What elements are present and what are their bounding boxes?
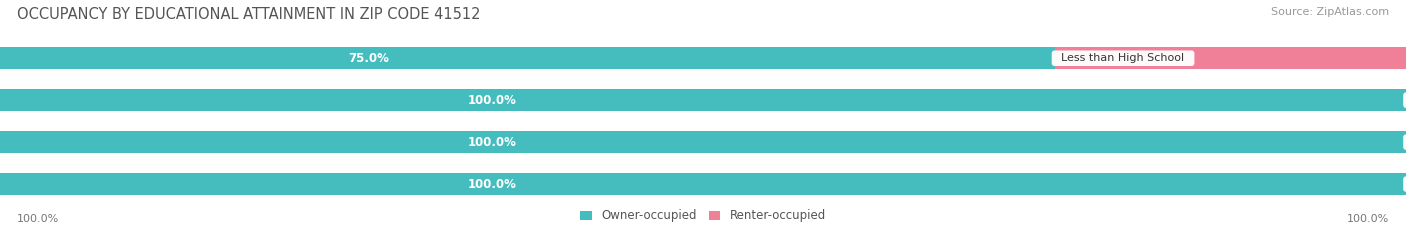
Bar [0, 131, 1406, 153]
Text: 100.0%: 100.0% [1347, 214, 1389, 224]
Text: Less than High School: Less than High School [1054, 53, 1192, 63]
Bar [0, 89, 1406, 111]
Text: 75.0%: 75.0% [349, 52, 389, 65]
Legend: Owner-occupied, Renter-occupied: Owner-occupied, Renter-occupied [575, 205, 831, 227]
Text: Source: ZipAtlas.com: Source: ZipAtlas.com [1271, 7, 1389, 17]
Bar [0, 47, 1406, 69]
Bar [0, 131, 1406, 153]
Bar [1054, 47, 1406, 69]
Text: OCCUPANCY BY EDUCATIONAL ATTAINMENT IN ZIP CODE 41512: OCCUPANCY BY EDUCATIONAL ATTAINMENT IN Z… [17, 7, 481, 22]
Text: 100.0%: 100.0% [468, 94, 516, 107]
Bar [0, 173, 1406, 195]
Text: 100.0%: 100.0% [17, 214, 59, 224]
Bar [0, 173, 1406, 195]
Text: 100.0%: 100.0% [468, 178, 516, 191]
Bar [0, 47, 1054, 69]
Bar [0, 89, 1406, 111]
Text: 100.0%: 100.0% [468, 136, 516, 149]
